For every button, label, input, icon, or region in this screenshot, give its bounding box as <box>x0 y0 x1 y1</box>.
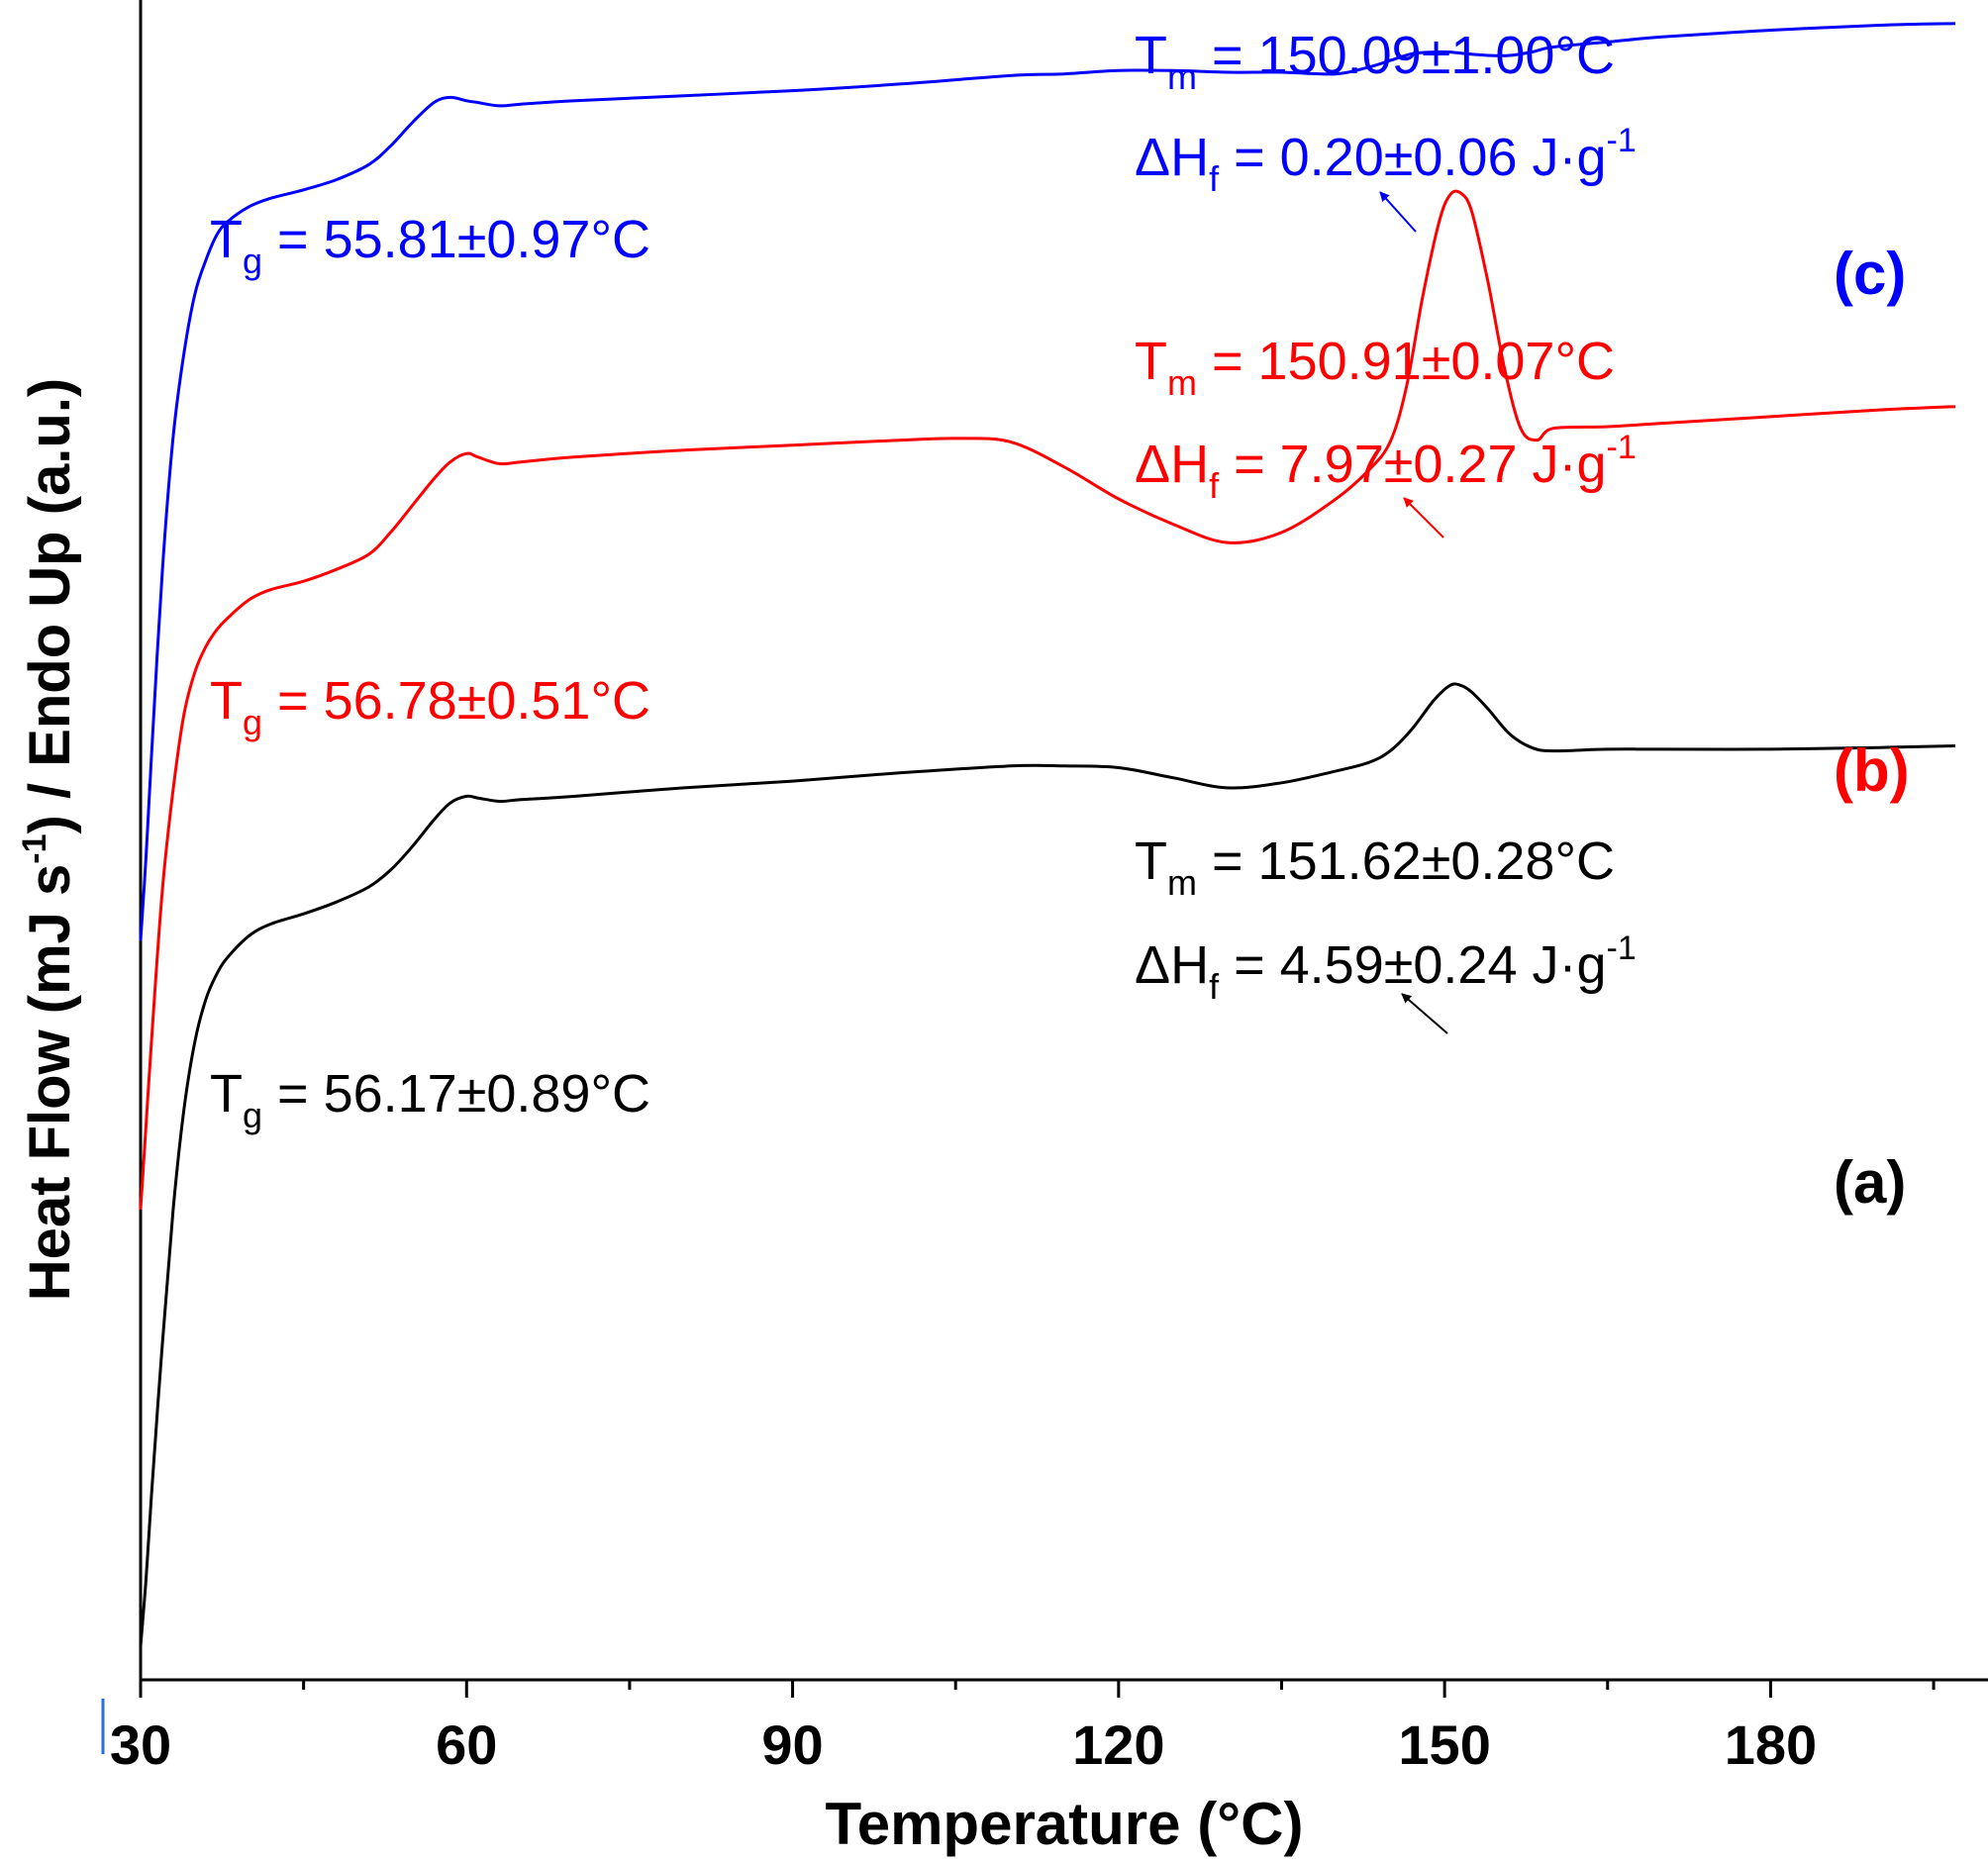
series-c-line <box>139 22 1956 941</box>
series-c-annotations: Tg = 55.81±0.97°C Tm = 150.09±1.00°C ΔHf… <box>210 26 1906 307</box>
series-c-label: (c) <box>1834 241 1906 307</box>
series-c-tm-annotation: Tm = 150.09±1.00°C <box>1135 26 1615 97</box>
series-a-label: (a) <box>1834 1149 1906 1216</box>
series-b-tm-annotation: Tm = 150.91±0.07°C <box>1135 332 1615 403</box>
series-c-tg-annotation: Tg = 55.81±0.97°C <box>210 210 650 281</box>
series-c-peak-arrow <box>1379 191 1417 233</box>
x-tick-label-120: 120 <box>1072 1713 1164 1776</box>
series-b-dh-annotation: ΔHf = 7.97±0.27 J·g-1 <box>1135 429 1637 506</box>
x-ticks <box>139 1680 1936 1698</box>
y-axis-title: Heat Flow (mJ s-1) / Endo Up (a.u.) <box>16 378 82 1302</box>
series-a-tg-annotation: Tg = 56.17±0.89°C <box>210 1064 650 1135</box>
series-b-annotations: Tg = 56.78±0.51°C Tm = 150.91±0.07°C ΔHf… <box>210 332 1910 804</box>
series-a-tm-annotation: Tm = 151.62±0.28°C <box>1135 832 1615 903</box>
series-layer <box>139 22 1956 1647</box>
x-tick-label-60: 60 <box>436 1713 497 1776</box>
y-axis-title-sup: -1 <box>16 833 53 863</box>
x-tick-label-30: 30 <box>110 1713 171 1776</box>
series-b-label: (b) <box>1834 737 1910 804</box>
x-tick-label-90: 90 <box>761 1713 823 1776</box>
series-a-annotations: Tg = 56.17±0.89°C Tm = 151.62±0.28°C ΔHf… <box>210 832 1906 1216</box>
x-axis-title: Temperature (°C) <box>826 1791 1304 1857</box>
series-a-peak-arrow <box>1401 993 1448 1034</box>
x-tick-label-150: 150 <box>1398 1713 1490 1776</box>
y-axis-title-tail: ) / Endo Up (a.u.) <box>18 378 82 834</box>
x-tick-labels: 30 60 90 120 150 180 <box>110 1713 1817 1776</box>
series-a-line <box>139 682 1956 1647</box>
x-tick-label-180: 180 <box>1725 1713 1817 1776</box>
series-b-tg-annotation: Tg = 56.78±0.51°C <box>210 671 650 742</box>
series-c-dh-annotation: ΔHf = 0.20±0.06 J·g-1 <box>1135 122 1637 199</box>
series-a-dh-annotation: ΔHf = 4.59±0.24 J·g-1 <box>1135 930 1637 1007</box>
series-b-line <box>139 189 1956 1210</box>
series-b-peak-arrow <box>1403 497 1444 538</box>
y-axis-title-main: Heat Flow (mJ s <box>18 864 82 1302</box>
